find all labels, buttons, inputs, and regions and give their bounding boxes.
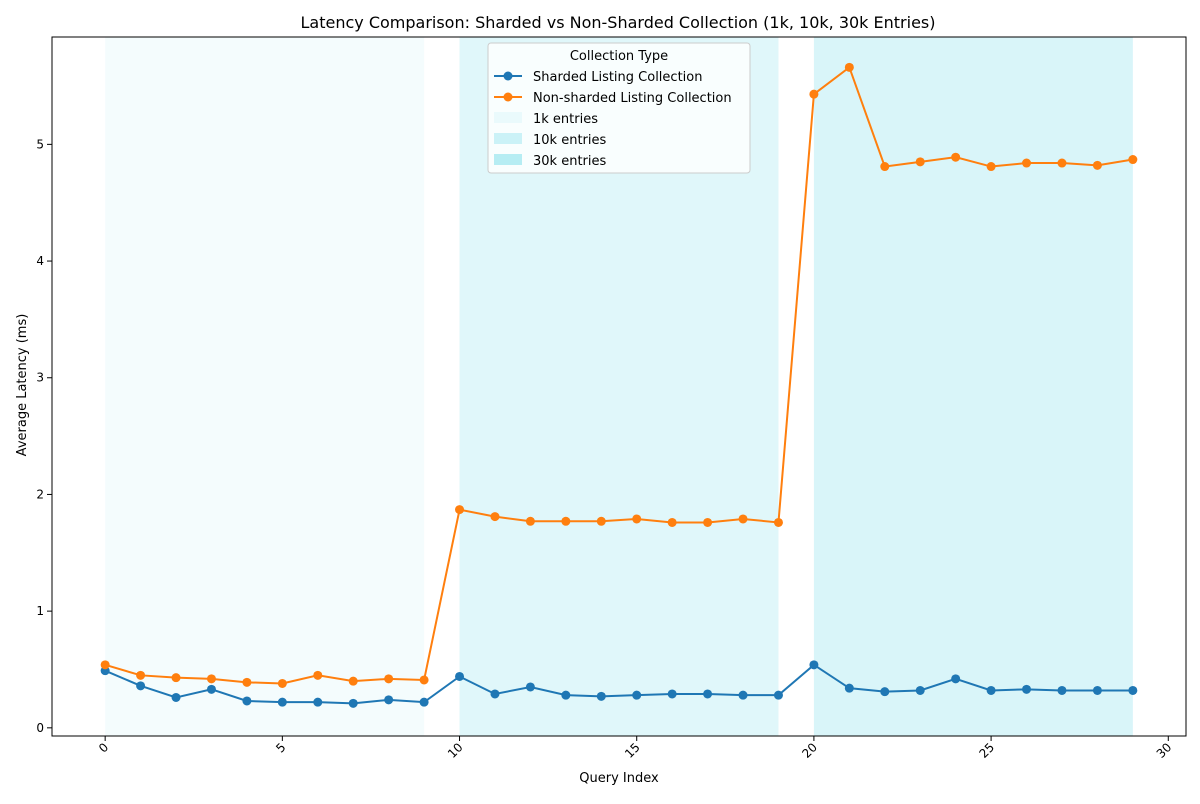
data-point-s0-12	[525, 682, 535, 692]
data-point-s1-12	[525, 516, 535, 526]
legend-label-region-1: 10k entries	[533, 133, 606, 148]
data-point-s0-28	[1092, 685, 1102, 695]
data-point-s0-4	[242, 696, 252, 706]
x-tick-label-0: 0	[96, 740, 111, 755]
y-tick-label-3: 3	[36, 371, 44, 385]
data-point-s0-2	[171, 692, 181, 702]
data-point-s1-7	[348, 676, 358, 686]
data-point-s1-18	[738, 514, 748, 524]
legend: Collection Type Sharded Listing Collectio…	[487, 42, 751, 174]
series-lines	[104, 65, 1134, 705]
legend-swatch-region-1	[494, 133, 522, 144]
data-point-s0-13	[561, 690, 571, 700]
legend-marker-1	[503, 92, 513, 102]
data-point-s1-23	[915, 157, 925, 167]
series-line-0	[104, 663, 1133, 705]
data-point-s0-9	[419, 697, 429, 707]
data-point-s0-19	[773, 690, 783, 700]
legend-label-region-2: 30k entries	[533, 154, 606, 169]
data-point-s0-29	[1128, 685, 1138, 695]
legend-swatch-region-2	[494, 154, 522, 165]
data-point-s0-7	[348, 698, 358, 708]
legend-label-series-0: Sharded Listing Collection	[533, 70, 702, 85]
x-tick-label-4: 20	[799, 740, 820, 761]
x-tick-label-5: 25	[977, 740, 998, 761]
data-point-s1-3	[206, 674, 216, 684]
x-tick-label-2: 10	[445, 740, 466, 761]
legend-box	[487, 42, 751, 174]
data-point-s1-29	[1128, 155, 1138, 165]
data-point-s0-22	[880, 687, 890, 697]
y-tick-label-0: 0	[36, 721, 44, 735]
y-tick-label-1: 1	[36, 604, 44, 618]
data-point-s0-25	[986, 685, 996, 695]
data-point-s0-3	[206, 684, 216, 694]
data-point-s1-24	[951, 152, 961, 162]
data-point-s1-25	[986, 162, 996, 172]
legend-label-series-1: Non-sharded Listing Collection	[533, 91, 732, 106]
x-axis: 0 5 10 15 20 25 30	[96, 736, 1174, 761]
data-point-s0-24	[951, 674, 961, 684]
series-line-1	[104, 65, 1134, 685]
y-tick-label-5: 5	[36, 137, 44, 151]
y-axis-label: Average Latency (ms)	[15, 314, 30, 457]
data-point-s0-21	[844, 683, 854, 693]
x-tick-label-1: 5	[273, 740, 288, 755]
data-point-s1-20	[809, 89, 819, 99]
data-point-s0-16	[667, 689, 677, 699]
data-point-s1-6	[313, 670, 323, 680]
data-point-s1-2	[171, 673, 181, 683]
data-point-s0-1	[136, 681, 146, 691]
data-point-s1-13	[561, 516, 571, 526]
region-band-0	[105, 37, 425, 736]
data-point-s1-10	[455, 505, 465, 515]
plot-frame	[51, 36, 1187, 737]
chart-title: Latency Comparison: Sharded vs Non-Shard…	[300, 13, 935, 32]
data-point-s1-0	[100, 660, 110, 670]
data-point-s1-17	[703, 517, 713, 527]
data-point-s0-14	[596, 691, 606, 701]
data-point-s1-5	[277, 678, 287, 688]
data-point-s0-17	[703, 689, 713, 699]
legend-marker-0	[503, 71, 513, 81]
series-points	[100, 62, 1138, 708]
data-point-s0-10	[455, 671, 465, 681]
data-point-s1-26	[1022, 158, 1032, 168]
legend-title: Collection Type	[570, 49, 668, 64]
y-tick-label-2: 2	[36, 487, 44, 501]
data-point-s1-15	[632, 514, 642, 524]
data-point-s1-8	[384, 674, 394, 684]
data-point-s1-16	[667, 517, 677, 527]
data-point-s0-6	[313, 697, 323, 707]
data-point-s1-11	[490, 512, 500, 522]
data-point-s1-14	[596, 516, 606, 526]
x-axis-label: Query Index	[579, 771, 659, 786]
data-point-s1-1	[136, 670, 146, 680]
data-point-s1-27	[1057, 158, 1067, 168]
data-point-s0-23	[915, 685, 925, 695]
data-point-s1-4	[242, 677, 252, 687]
data-point-s0-15	[632, 690, 642, 700]
y-axis: 0 1 2 3 4 5	[36, 137, 52, 735]
data-point-s1-19	[773, 517, 783, 527]
legend-swatch-region-0	[494, 112, 522, 123]
region-band-2	[813, 37, 1133, 736]
data-point-s0-5	[277, 697, 287, 707]
y-tick-label-4: 4	[36, 254, 44, 268]
data-point-s1-22	[880, 162, 890, 172]
x-tick-label-6: 30	[1154, 740, 1175, 761]
data-point-s1-21	[844, 62, 854, 72]
data-point-s0-26	[1022, 684, 1032, 694]
data-point-s1-28	[1092, 160, 1102, 170]
data-point-s0-8	[384, 695, 394, 705]
data-point-s0-18	[738, 690, 748, 700]
data-point-s1-9	[419, 675, 429, 685]
x-tick-label-3: 15	[622, 740, 643, 761]
legend-label-region-0: 1k entries	[533, 112, 598, 127]
data-point-s0-27	[1057, 685, 1067, 695]
data-point-s0-11	[490, 689, 500, 699]
data-point-s0-20	[809, 660, 819, 670]
